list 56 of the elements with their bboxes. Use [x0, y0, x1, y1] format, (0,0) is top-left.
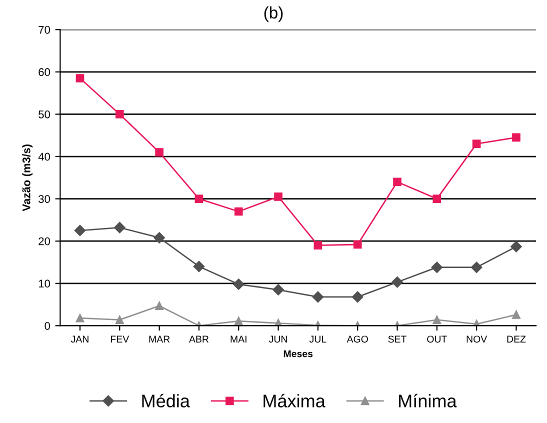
x-tick-label: ABR: [188, 336, 209, 342]
point: [352, 291, 364, 303]
point: [431, 262, 443, 273]
point: [353, 240, 362, 249]
x-axis-title: Meses: [284, 350, 313, 358]
point: [193, 260, 205, 272]
legend-label: Mínima: [399, 394, 457, 408]
chart-title: (b): [264, 6, 283, 22]
x-tick-label: MAR: [149, 336, 170, 342]
point: [115, 110, 124, 118]
y-tick-label: 70: [38, 26, 50, 34]
y-axis-title: Vazão (m3/s): [22, 144, 33, 212]
point: [154, 232, 165, 244]
x-tick-label: DEZ: [507, 336, 526, 342]
point: [76, 74, 84, 82]
y-tick-label: 20: [38, 237, 50, 246]
x-tick-label: NOV: [466, 336, 488, 343]
x-tick-label: OUT: [427, 336, 447, 343]
x-tick-label: AGO: [346, 336, 368, 343]
point: [470, 262, 482, 273]
y-tick-label: 30: [38, 195, 50, 203]
point: [272, 284, 284, 296]
point: [512, 133, 520, 142]
point: [115, 316, 124, 324]
point: [74, 224, 86, 236]
point: [314, 241, 322, 250]
point: [114, 222, 126, 234]
point: [432, 316, 442, 324]
point: [155, 148, 164, 156]
y-tick-label: 10: [38, 280, 50, 288]
point: [472, 140, 481, 148]
point: [234, 316, 243, 326]
point: [194, 194, 204, 203]
point: [234, 207, 243, 216]
x-tick-label: JAN: [70, 336, 88, 343]
x-tick-label: SET: [388, 336, 406, 343]
point: [510, 241, 522, 252]
point: [392, 276, 403, 288]
x-tick-label: MAI: [230, 336, 246, 342]
legend-label: Média: [142, 394, 190, 408]
y-tick-label: 60: [38, 68, 50, 76]
point: [512, 310, 520, 319]
point: [312, 291, 324, 303]
y-tick-label: 50: [38, 110, 50, 118]
point: [274, 192, 282, 201]
x-tick-label: JUN: [268, 336, 287, 343]
y-tick-label: 0: [44, 322, 50, 330]
y-tick-label: 40: [38, 152, 50, 161]
x-tick-label: JUL: [309, 336, 326, 343]
legend-label: Máxima: [264, 394, 326, 408]
x-tick-label: FEV: [111, 336, 130, 342]
point: [76, 314, 84, 322]
point: [393, 178, 402, 186]
point: [432, 194, 442, 203]
point: [155, 302, 164, 310]
point: [233, 278, 244, 290]
